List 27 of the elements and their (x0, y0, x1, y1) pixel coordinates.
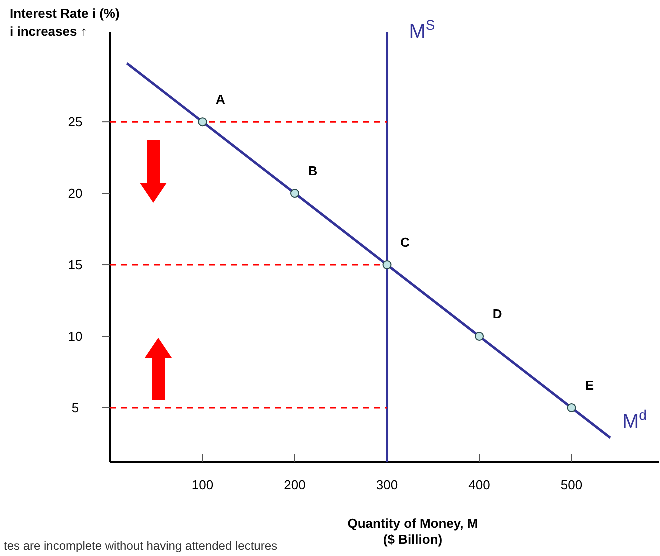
y-axis-title: Interest Rate i (%) (10, 6, 120, 21)
series-label: M$^{d}$ (622, 406, 647, 433)
point (382, 260, 392, 270)
y-tick-label: 20 (68, 186, 83, 202)
text: tes are incomplete without having attended lectures (4, 539, 278, 553)
x-tick-label: 500 (560, 477, 583, 492)
annotation: B (308, 164, 318, 179)
x-tick-label: 100 (192, 477, 214, 492)
x-tick-label: 400 (468, 477, 490, 492)
point (290, 189, 300, 198)
annotation: C (400, 235, 411, 250)
point (567, 403, 576, 412)
annotation: D (492, 306, 502, 322)
line-series (126, 62, 612, 440)
y-tick-label: 15 (68, 258, 83, 273)
annotation: E (585, 378, 594, 393)
x-tick-label: 200 (284, 477, 306, 492)
point (475, 332, 484, 341)
point (198, 118, 208, 127)
x-axis-title: Quantity of Money, M ($ Billion) (348, 516, 478, 547)
ref-line-label: M$^{S}$ (409, 17, 436, 43)
annotation: A (216, 92, 226, 108)
y-tick-label: 10 (68, 329, 83, 344)
y-tick-label: 25 (68, 114, 83, 130)
y-tick-label: 5 (72, 400, 80, 416)
text: i increases ↑ (10, 24, 88, 39)
x-tick-label: 300 (376, 477, 398, 492)
